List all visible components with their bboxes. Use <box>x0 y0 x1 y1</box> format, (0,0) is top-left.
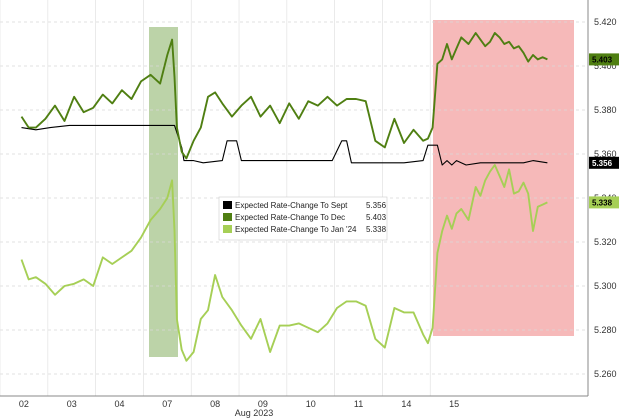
legend-label-dec: Expected Rate-Change To Dec <box>235 213 345 222</box>
x-tick-label: 14 <box>401 399 411 409</box>
end-tag-box <box>589 196 619 209</box>
series-line-1 <box>21 124 548 166</box>
legend-label-jan: Expected Rate-Change To Jan '24 <box>235 225 357 234</box>
y-tick-label: 5.260 <box>594 369 617 379</box>
legend-value-sept: 5.356 <box>366 201 387 210</box>
end-tag-label: 5.356 <box>592 159 613 168</box>
x-tick-label: 09 <box>258 399 268 409</box>
x-tick-label: 08 <box>210 399 220 409</box>
x-axis-label: Aug 2023 <box>235 408 274 418</box>
end-value-tags: 5.403 5.356 5.338 <box>589 53 619 209</box>
legend-value-jan: 5.338 <box>366 225 387 234</box>
end-tag-box <box>589 53 619 66</box>
x-tick-label: 04 <box>115 399 125 409</box>
x-tick-label: 02 <box>19 399 29 409</box>
x-tick-label: 11 <box>354 399 363 409</box>
legend-swatch-dec <box>223 213 232 221</box>
series-layer <box>20 32 548 362</box>
series-line-3 <box>20 164 548 362</box>
x-tick-label: 10 <box>306 399 316 409</box>
y-tick-label: 5.380 <box>594 105 617 115</box>
x-tick-labels: 02 03 04 07 08 09 10 11 14 15 <box>19 399 459 409</box>
y-tick-label: 5.400 <box>594 61 617 71</box>
legend-swatch-jan <box>223 225 232 233</box>
shaded-region-11-15 <box>433 20 574 336</box>
legend-value-dec: 5.403 <box>366 213 387 222</box>
x-tick-label: 07 <box>162 399 172 409</box>
end-tag-label: 5.338 <box>592 198 613 207</box>
legend-box <box>218 196 388 241</box>
x-tick-label: 03 <box>67 399 77 409</box>
end-tag-box <box>589 156 619 169</box>
y-tick-label: 5.360 <box>594 149 617 159</box>
y-tick-label: 5.300 <box>594 281 617 291</box>
y-tick-label: 5.320 <box>594 237 617 247</box>
legend-swatch-sept <box>223 201 232 209</box>
end-tag-label: 5.403 <box>592 55 613 64</box>
y-tick-label: 5.420 <box>594 17 617 27</box>
legend: Expected Rate-Change To Sept 5.356 Expec… <box>218 196 388 241</box>
series-line-2 <box>20 32 548 160</box>
x-tick-label: 15 <box>449 399 459 409</box>
y-tick-label: 5.280 <box>594 325 617 335</box>
legend-label-sept: Expected Rate-Change To Sept <box>235 201 348 210</box>
